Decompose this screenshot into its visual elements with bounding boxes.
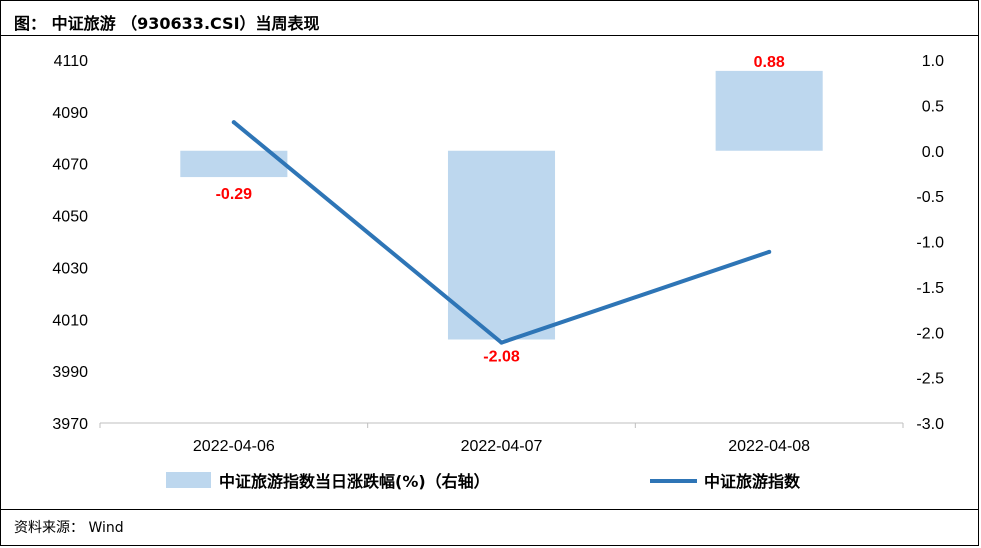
line-point-2022-04-07 [499, 340, 504, 345]
source-divider [0, 509, 979, 510]
y-left-tick-label: 4070 [52, 157, 88, 174]
legend-bar-label: 中证旅游指数当日涨跌幅(%)（右轴） [219, 472, 490, 491]
legend-line-label: 中证旅游指数 [704, 472, 801, 491]
x-tick-label: 2022-04-07 [461, 438, 543, 455]
bar-data-label: -2.08 [483, 349, 520, 366]
y-right-tick-label: -2.0 [916, 325, 944, 342]
y-left-tick-label: 4110 [54, 53, 89, 70]
legend-bar-swatch [166, 472, 211, 488]
x-tick-label: 2022-04-06 [193, 438, 275, 455]
y-right-tick-label: -0.5 [916, 189, 944, 206]
y-left-tick-label: 3970 [52, 416, 88, 433]
bar-2022-04-08 [715, 70, 823, 151]
y-right-tick-label: 0.5 [922, 98, 944, 115]
y-right-tick-label: -2.5 [916, 371, 944, 388]
title-divider [0, 35, 979, 36]
y-right-tick-label: 0.0 [922, 144, 944, 161]
y-right-tick-label: -1.0 [916, 235, 944, 252]
line-point-2022-04-08 [767, 249, 772, 254]
y-right-tick-label: -1.5 [916, 280, 944, 297]
bar-2022-04-06 [180, 150, 288, 178]
source-note: 资料来源： Wind [14, 520, 124, 536]
y-left-tick-label: 4030 [52, 260, 88, 277]
bar-data-label: 0.88 [754, 54, 785, 71]
x-tick-label: 2022-04-08 [728, 438, 810, 455]
y-left-tick-label: 4050 [52, 209, 88, 226]
line-point-2022-04-06 [231, 120, 236, 125]
y-right-tick-label: 1.0 [922, 53, 944, 70]
chart-title: 图： 中证旅游 （930633.CSI）当周表现 [14, 14, 320, 33]
bar-2022-04-07 [447, 150, 556, 340]
y-left-tick-label: 3990 [52, 364, 88, 381]
y-left-tick-label: 4090 [52, 105, 88, 122]
y-right-tick-label: -3.0 [916, 416, 944, 433]
bar-data-label: -0.29 [216, 186, 253, 203]
y-left-tick-label: 4010 [52, 312, 88, 329]
